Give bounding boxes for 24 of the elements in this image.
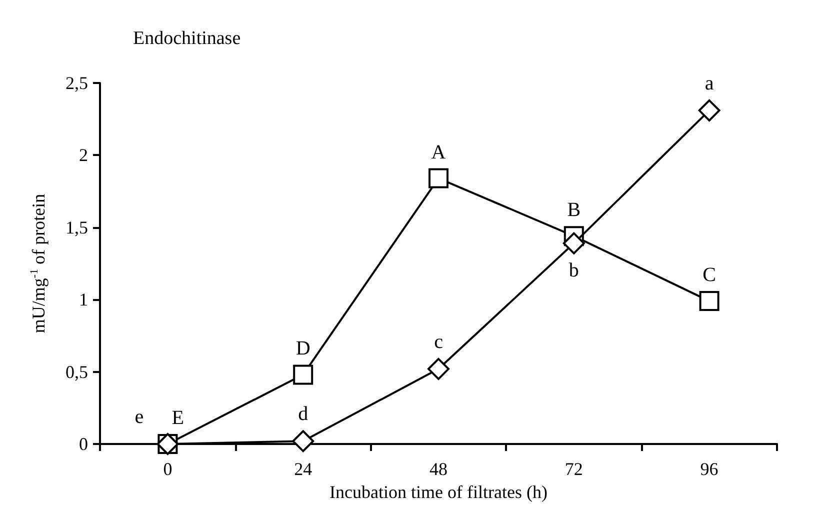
y-tick-label: 2,5 (66, 73, 88, 93)
data-label: c (434, 330, 444, 353)
y-tick-label: 1,5 (66, 217, 88, 238)
data-label: E (172, 407, 184, 429)
y-tick-label: 0,5 (66, 362, 88, 382)
data-label: D (296, 338, 310, 360)
data-label: A (431, 141, 446, 164)
data-label: d (298, 403, 308, 426)
x-tick-label: 48 (430, 459, 448, 479)
x-axis-title: Incubation time of filtrates (h) (330, 482, 548, 502)
chart-title: Endochitinase (133, 28, 241, 49)
y-tick-label: 0 (79, 434, 88, 454)
x-tick-label: 72 (564, 459, 583, 479)
x-tick-label: 96 (700, 459, 718, 479)
x-tick-label: 0 (163, 459, 172, 479)
data-label: b (568, 259, 579, 282)
data-label: B (567, 199, 581, 222)
data-label: a (704, 72, 714, 94)
y-tick-label: 2 (79, 145, 88, 166)
y-axis-title: mU/mg-1 of protein (28, 194, 48, 334)
x-tick-label: 24 (294, 459, 312, 479)
data-label: C (702, 264, 716, 286)
y-tick-label: 1 (79, 290, 88, 310)
data-label: e (134, 406, 144, 428)
